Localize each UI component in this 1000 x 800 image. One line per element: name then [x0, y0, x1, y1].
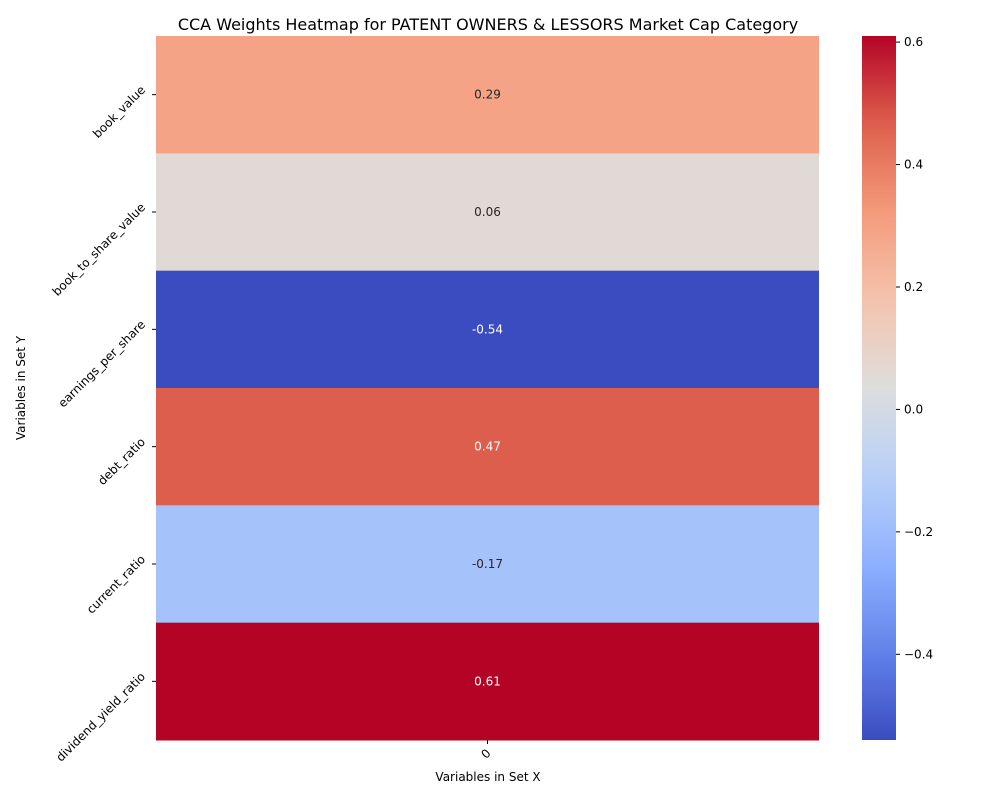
x-tick-labels: 0	[478, 740, 493, 762]
y-tick-label: debt_ratio	[95, 435, 148, 488]
colorbar: −0.4 −0.2 0.0 0.2 0.4 0.6	[862, 35, 933, 740]
colorbar-tick-label: 0.0	[904, 402, 923, 416]
cell-value-label: 0.29	[474, 88, 501, 102]
chart-title: CCA Weights Heatmap for PATENT OWNERS & …	[178, 15, 798, 34]
colorbar-tick-label: −0.4	[904, 647, 933, 661]
colorbar-gradient	[862, 36, 896, 740]
cell-value-label: 0.61	[474, 674, 501, 688]
y-tick-label: book_value	[90, 83, 148, 141]
colorbar-tick-label: 0.6	[904, 35, 923, 49]
heatmap-cells: 0.29 0.06 -0.54 0.47 -0.17 0.61	[156, 36, 819, 741]
cell-value-label: -0.54	[472, 322, 503, 336]
cell-value-label: 0.06	[474, 205, 501, 219]
x-tick-label: 0	[478, 746, 493, 761]
y-tick-label: earnings_per_share	[55, 318, 148, 411]
colorbar-tick-label: 0.4	[904, 158, 923, 172]
x-axis-label: Variables in Set X	[435, 770, 540, 784]
colorbar-tick-label: −0.2	[904, 525, 933, 539]
cell-value-label: 0.47	[474, 440, 501, 454]
y-tick-labels: book_value book_to_share_value earnings_pe…	[50, 83, 156, 764]
y-axis-label: Variables in Set Y	[14, 335, 28, 440]
cell-value-label: -0.17	[472, 557, 503, 571]
colorbar-tick-label: 0.2	[904, 280, 923, 294]
y-tick-label: book_to_share_value	[50, 200, 149, 299]
y-tick-label: current_ratio	[84, 552, 148, 616]
y-tick-label: dividend_yield_ratio	[53, 670, 148, 765]
